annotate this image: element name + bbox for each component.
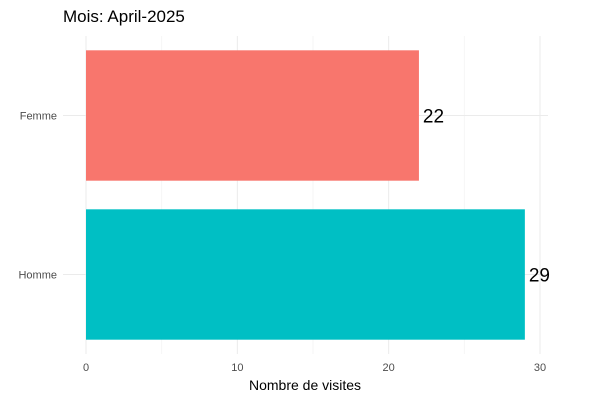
chart-title: Mois: April-2025 <box>63 7 185 26</box>
x-tick-labels: 0 10 20 30 <box>83 362 546 374</box>
x-tick-label: 30 <box>534 362 546 374</box>
x-tick-label: 20 <box>383 362 395 374</box>
bar-femme <box>86 50 419 181</box>
data-label: 22 <box>423 107 444 128</box>
y-tick-label: Femme <box>20 111 57 123</box>
y-tick-labels: Femme Homme <box>18 111 57 282</box>
y-tick-label: Homme <box>18 270 57 282</box>
bar-homme <box>86 209 525 340</box>
x-tick-label: 0 <box>83 362 89 374</box>
x-tick-label: 10 <box>231 362 243 374</box>
data-label: 29 <box>529 266 550 287</box>
bars <box>86 50 525 340</box>
x-axis-title: Nombre de visites <box>249 377 361 393</box>
data-labels: 22 29 <box>423 107 550 287</box>
